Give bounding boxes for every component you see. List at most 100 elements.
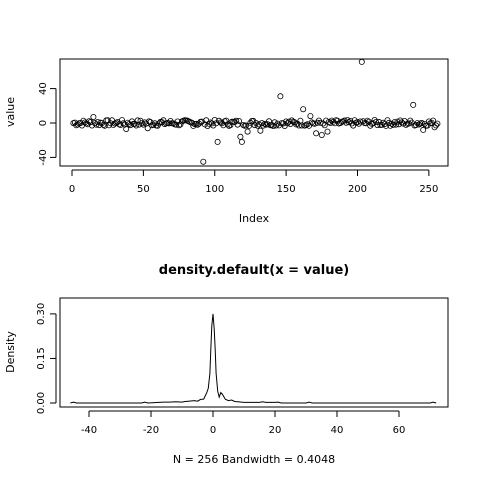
x-tick-label: 0: [69, 184, 75, 195]
scatter-point: [134, 117, 141, 124]
scatter-point: [284, 120, 291, 127]
scatter-point: [123, 126, 130, 133]
scatter-point: [127, 122, 134, 129]
scatter-point: [87, 119, 94, 126]
scatter-point: [136, 121, 143, 128]
scatter-point: [318, 131, 325, 138]
scatter-point: [225, 122, 232, 129]
scatter-point: [277, 93, 284, 100]
scatter-point: [131, 120, 138, 127]
density-plot: density.default(x = value) -40 -20 0 20 40 60…: [4, 263, 449, 466]
scatter-point: [271, 119, 278, 126]
scatter-point: [298, 122, 305, 129]
scatter-x-axis: 0 50 100 150 200 250: [69, 169, 438, 195]
scatter-point: [224, 121, 231, 128]
scatter-point: [234, 121, 241, 128]
scatter-point: [257, 127, 264, 134]
scatter-points: [70, 58, 441, 165]
scatter-point: [430, 117, 437, 124]
scatter-point: [141, 119, 148, 126]
x-tick-label: 20: [269, 425, 282, 436]
density-y-label: Density: [4, 331, 17, 373]
density-y-axis: 0.00 0.15 0.30: [36, 303, 57, 414]
scatter-point: [412, 122, 419, 129]
scatter-point: [325, 119, 332, 126]
scatter-point: [94, 119, 101, 126]
scatter-point: [402, 121, 409, 128]
scatter-point: [405, 120, 412, 127]
scatter-point: [223, 117, 230, 124]
scatter-point: [410, 101, 417, 108]
scatter-point: [211, 117, 218, 124]
scatter-point: [81, 119, 88, 126]
scatter-point: [200, 158, 207, 165]
x-tick-label: 60: [393, 425, 406, 436]
scatter-point: [220, 122, 227, 129]
scatter-point: [317, 119, 324, 126]
scatter-point: [311, 120, 318, 127]
x-tick-label: 200: [348, 184, 367, 195]
scatter-point: [357, 118, 364, 125]
x-tick-label: 250: [419, 184, 438, 195]
density-x-label: N = 256 Bandwidth = 0.4048: [173, 453, 335, 466]
scatter-point: [233, 117, 240, 124]
scatter-point: [120, 120, 127, 127]
scatter-point: [330, 118, 337, 125]
scatter-point: [274, 120, 281, 127]
scatter-point: [243, 122, 250, 129]
scatter-point: [235, 118, 242, 125]
scatter-point: [420, 126, 427, 133]
density-plot-frame: [59, 297, 449, 408]
scatter-point: [300, 106, 307, 113]
scatter-point: [358, 58, 365, 65]
scatter-point: [138, 120, 145, 127]
x-tick-label: 150: [277, 184, 296, 195]
scatter-point: [313, 130, 320, 137]
scatter-plot: 0 50 100 150 200 250 -40 0 40 Index value: [4, 58, 449, 225]
scatter-point: [392, 121, 399, 128]
x-tick-label: 0: [210, 425, 216, 436]
scatter-plot-frame: [59, 58, 449, 167]
scatter-point: [244, 128, 251, 135]
y-tick-label: 0: [38, 120, 49, 126]
scatter-point: [144, 125, 151, 132]
scatter-point: [188, 119, 195, 126]
y-tick-label: 0.30: [36, 303, 47, 325]
scatter-point: [100, 121, 107, 128]
scatter-point: [240, 122, 247, 129]
scatter-x-label: Index: [239, 212, 270, 225]
scatter-point: [288, 117, 295, 124]
scatter-point: [364, 117, 371, 124]
x-tick-label: -40: [81, 425, 97, 436]
density-curve: [70, 313, 437, 404]
scatter-point: [238, 138, 245, 145]
scatter-point: [340, 118, 347, 125]
scatter-point: [374, 122, 381, 129]
scatter-point: [425, 118, 432, 125]
scatter-point: [254, 122, 261, 129]
x-tick-label: 50: [137, 184, 150, 195]
scatter-point: [432, 122, 439, 129]
scatter-point: [324, 128, 331, 135]
scatter-point: [255, 121, 262, 128]
y-tick-label: 0.00: [36, 392, 47, 414]
scatter-point: [434, 120, 441, 127]
scatter-y-axis: -40 0 40: [38, 82, 57, 166]
scatter-point: [245, 122, 252, 129]
scatter-point: [390, 121, 397, 128]
scatter-point: [307, 113, 314, 120]
x-tick-label: 100: [205, 184, 224, 195]
scatter-point: [101, 122, 108, 129]
scatter-point: [414, 120, 421, 127]
y-tick-label: 40: [38, 82, 49, 95]
scatter-point: [176, 122, 183, 129]
scatter-point: [237, 133, 244, 140]
scatter-point: [431, 124, 438, 131]
scatter-point: [308, 119, 315, 126]
scatter-point: [265, 118, 272, 125]
scatter-point: [156, 120, 163, 127]
scatter-point: [264, 121, 271, 128]
x-tick-label: -20: [143, 425, 159, 436]
x-tick-label: 40: [331, 425, 344, 436]
